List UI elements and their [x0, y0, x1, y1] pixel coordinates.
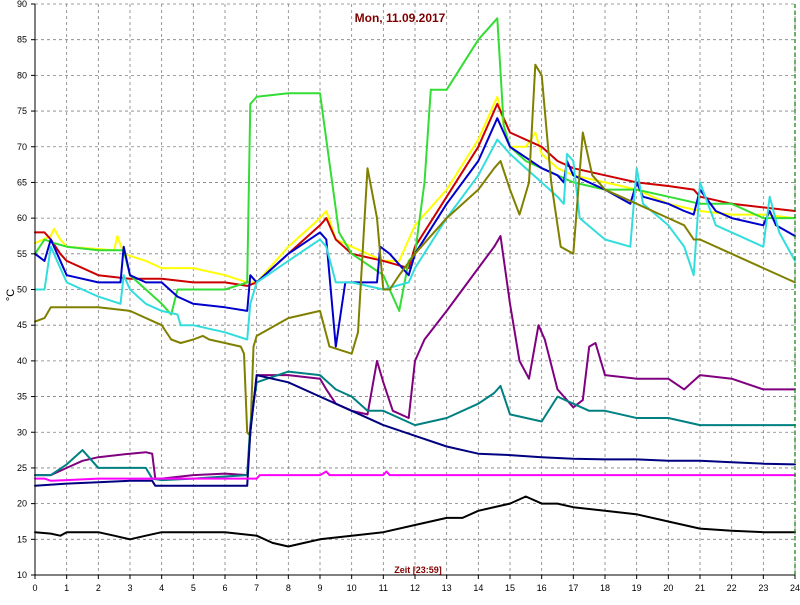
x-tick-label: 7 [254, 583, 259, 593]
x-tick-label: 24 [790, 583, 800, 593]
y-tick-label: 40 [17, 356, 27, 366]
y-tick-label: 70 [17, 142, 27, 152]
series-line [34, 17, 796, 316]
x-tick-label: 20 [663, 583, 673, 593]
y-tick-label: 85 [17, 35, 27, 45]
series-line [34, 117, 796, 348]
y-tick-label: 25 [17, 463, 27, 473]
y-tick-label: 55 [17, 249, 27, 259]
x-axis-label: Zeit [23:59] [394, 565, 442, 575]
x-tick-label: 0 [32, 583, 37, 593]
y-tick-label: 90 [17, 0, 27, 9]
series-line [34, 374, 796, 487]
x-tick-label: 8 [286, 583, 291, 593]
x-tick-label: 16 [537, 583, 547, 593]
x-tick-label: 2 [96, 583, 101, 593]
x-tick-label: 9 [317, 583, 322, 593]
x-tick-label: 1 [64, 583, 69, 593]
x-tick-label: 6 [222, 583, 227, 593]
x-tick-label: 22 [727, 583, 737, 593]
y-tick-label: 50 [17, 285, 27, 295]
y-tick-label: 35 [17, 392, 27, 402]
series-line [34, 63, 796, 437]
chart-title: Mon, 11.09.2017 [355, 11, 446, 25]
x-tick-label: 11 [379, 583, 388, 593]
y-tick-label: 15 [17, 534, 27, 544]
y-tick-label: 30 [17, 427, 27, 437]
x-tick-label: 4 [159, 583, 164, 593]
x-tick-label: 23 [758, 583, 768, 593]
series-line [34, 138, 796, 341]
x-tick-label: 18 [600, 583, 610, 593]
y-tick-label: 80 [17, 70, 27, 80]
x-tick-label: 19 [632, 583, 642, 593]
series-line [34, 470, 796, 482]
x-tick-label: 10 [347, 583, 357, 593]
y-tick-label: 75 [17, 106, 27, 116]
y-tick-label: 60 [17, 213, 27, 223]
series-layer [34, 17, 796, 548]
series-line [34, 495, 796, 548]
x-tick-label: 5 [191, 583, 196, 593]
y-tick-label: 65 [17, 177, 27, 187]
y-tick-label: 10 [17, 570, 27, 580]
x-tick-label: 17 [568, 583, 578, 593]
grid-layer [35, 3, 796, 575]
x-tick-label: 14 [473, 583, 483, 593]
x-tick-label: 21 [695, 583, 705, 593]
y-tick-label: 20 [17, 499, 27, 509]
y-tick-label: 45 [17, 320, 27, 330]
series-line [34, 370, 796, 482]
x-tick-label: 12 [410, 583, 420, 593]
x-tick-label: 3 [127, 583, 132, 593]
y-axis-label: °C [5, 289, 17, 301]
x-tick-label: 13 [442, 583, 452, 593]
x-tick-label: 15 [505, 583, 515, 593]
